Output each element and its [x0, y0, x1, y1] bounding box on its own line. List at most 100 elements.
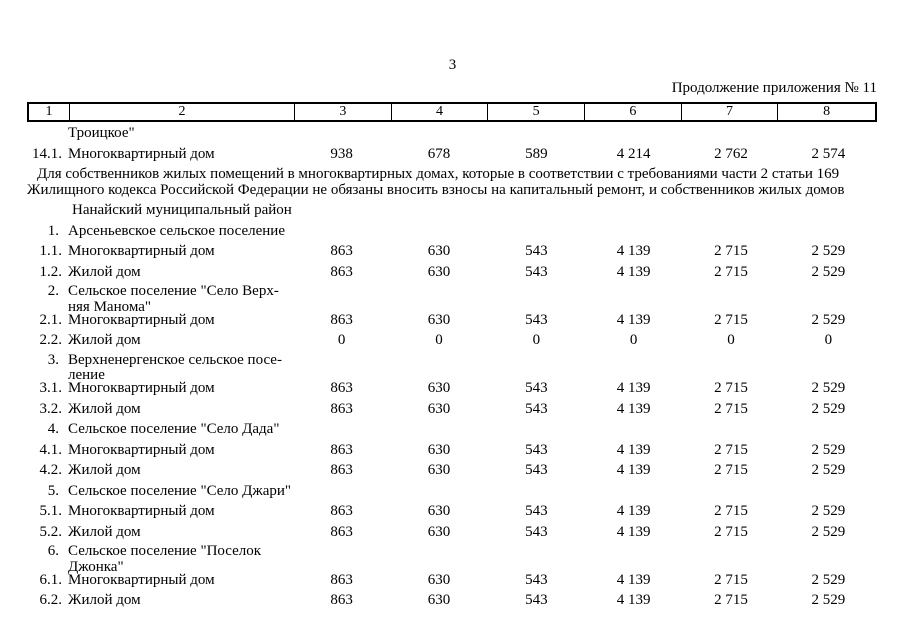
value-cell: 630	[427, 592, 451, 608]
table-row: 5.1. Многоквартирный дом 863 630 543 4 139 2 7…	[27, 503, 877, 519]
row-number: 1.2.	[39, 263, 63, 280]
value-cell: 2 529	[811, 311, 846, 328]
row-name: Многоквартирный дом	[68, 145, 215, 162]
column-header-5: 5	[488, 104, 585, 120]
value-cell: 543	[525, 400, 548, 417]
value-cell: 2 715	[714, 441, 748, 458]
value-cell: 863	[330, 571, 353, 588]
table-row: 6.1. Многоквартирный дом 863 630 543 4 139 2 7…	[27, 572, 877, 588]
value-cell: 543	[525, 592, 548, 608]
row-number: 2.1.	[39, 311, 63, 328]
value-cell: 630	[427, 571, 451, 588]
value-cell: 543	[525, 311, 548, 328]
value-cell: 630	[427, 503, 451, 519]
row-number: 4.1.	[39, 441, 63, 458]
row-name: Многоквартирный дом	[68, 311, 215, 328]
value-cell: 2 715	[714, 243, 748, 259]
value-cell: 4 139	[616, 243, 651, 259]
value-cell: 630	[427, 311, 451, 328]
value-cell: 0	[629, 332, 638, 348]
row-name: Жилой дом	[68, 462, 141, 478]
value-cell: 4 139	[616, 503, 651, 519]
value-cell: 863	[330, 503, 353, 519]
value-cell: 2 529	[811, 523, 846, 540]
section-row: 4. Сельское поселение "Село Дада"	[27, 421, 877, 437]
column-header-2: 2	[70, 104, 295, 120]
value-cell: 2 529	[811, 462, 846, 478]
value-cell: 630	[427, 243, 451, 259]
row-name: Многоквартирный дом	[68, 571, 215, 588]
value-cell: 0	[435, 332, 443, 348]
value-cell: 4 139	[616, 441, 651, 458]
value-cell: 4 139	[616, 592, 651, 608]
table-row: 3.1. Многоквартирный дом 863 630 543 4 139 2 7…	[27, 380, 877, 396]
value-cell: 863	[330, 243, 353, 259]
district-row: Нанайский муниципальный район	[27, 202, 877, 218]
value-cell: 4 139	[616, 523, 651, 540]
value-cell: 4 214	[616, 145, 651, 162]
row-number: 1.	[47, 222, 59, 239]
row-name: Многоквартирный дом	[68, 243, 215, 259]
tariff-table-body: Троицкое" 14.1. Многоквартирный дом 938 678 5…	[27, 125, 877, 613]
section-row: 3. Верхненергенское сельское посе- ление	[27, 351, 877, 384]
row-number: 5.	[47, 482, 59, 499]
value-cell: 0	[727, 332, 735, 348]
row-name: Сельское поселение "Село Верх- няя Маном…	[68, 283, 279, 315]
value-cell: 2 715	[714, 462, 748, 478]
column-header-6: 6	[585, 104, 682, 120]
row-name: Многоквартирный дом	[68, 441, 215, 458]
value-cell: 938	[330, 145, 353, 162]
value-cell: 2 529	[811, 243, 846, 259]
row-name: Троицкое"	[68, 125, 135, 141]
row-name: Многоквартирный дом	[68, 380, 215, 396]
row-name: Жилой дом	[68, 263, 141, 280]
value-cell: 863	[330, 380, 353, 396]
row-number: 4.	[47, 421, 59, 437]
value-cell: 863	[330, 462, 353, 478]
value-cell: 2 574	[811, 145, 846, 162]
section-row: 2. Сельское поселение "Село Верх- няя Ман…	[27, 283, 877, 315]
row-name: Многоквартирный дом	[68, 503, 215, 519]
value-cell: 2 715	[714, 263, 748, 280]
value-cell: 863	[330, 523, 353, 540]
carryover-row: Троицкое"	[27, 125, 877, 141]
value-cell: 2 715	[714, 400, 748, 417]
row-number	[27, 125, 68, 141]
value-cell: 0	[337, 332, 346, 348]
value-cell: 863	[330, 311, 353, 328]
table-row: 6.2. Жилой дом 863 630 543 4 139 2 715 2 529	[27, 592, 877, 608]
value-cell: 2 715	[714, 380, 748, 396]
value-cell: 543	[525, 571, 548, 588]
row-number: 5.2.	[39, 523, 63, 540]
value-cell: 2 529	[811, 380, 846, 396]
section-row: 1. Арсеньевское сельское поселение	[27, 223, 877, 239]
row-name: Арсеньевское сельское поселение	[68, 222, 285, 239]
value-cell: 4 139	[616, 400, 651, 417]
value-cell: 2 529	[811, 571, 846, 588]
value-cell: 2 715	[714, 592, 748, 608]
value-cell: 2 529	[811, 592, 846, 608]
value-cell: 543	[525, 441, 548, 458]
value-cell: 543	[525, 462, 548, 478]
section-row: 6. Сельское поселение "Поселок Джонка"	[27, 543, 877, 575]
value-cell: 630	[427, 523, 451, 540]
value-cell: 543	[525, 523, 548, 540]
value-cell: 630	[427, 462, 451, 478]
table-row: 3.2. Жилой дом 863 630 543 4 139 2 715 2 529	[27, 401, 877, 417]
section-row: 5. Сельское поселение "Село Джари"	[27, 483, 877, 499]
table-row: 2.2. Жилой дом 0 0 0 0 0 0	[27, 332, 877, 348]
value-cell: 2 529	[811, 441, 846, 458]
value-cell: 4 139	[616, 571, 651, 588]
table-row: 4.2. Жилой дом 863 630 543 4 139 2 715 2 529	[27, 462, 877, 478]
row-name: Сельское поселение "Поселок Джонка"	[68, 543, 262, 575]
value-cell: 863	[330, 400, 353, 417]
value-cell: 630	[427, 263, 451, 280]
row-number: 3.2.	[39, 400, 63, 417]
row-number: 2.2.	[39, 332, 63, 348]
row-number: 3.	[47, 351, 59, 368]
value-cell: 630	[427, 400, 451, 417]
value-cell: 630	[427, 380, 451, 396]
value-cell: 4 139	[616, 311, 651, 328]
